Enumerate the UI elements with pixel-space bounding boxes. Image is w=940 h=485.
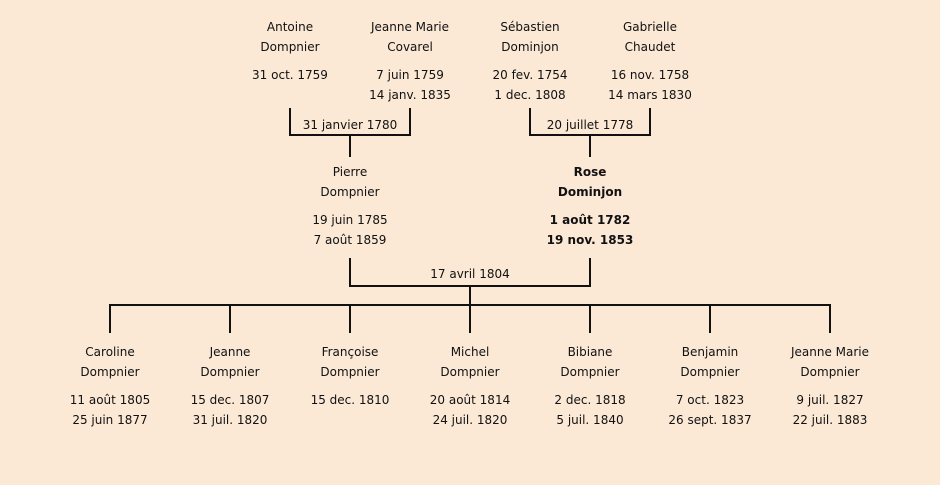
last-name: Dompnier	[320, 185, 380, 199]
death-date: 1 dec. 1808	[494, 88, 566, 102]
person-card[interactable]: Rose Dominjon 1 août 1782 19 nov. 1853	[525, 162, 655, 250]
last-name: Dompnier	[560, 365, 620, 379]
last-name: Dominjon	[557, 185, 623, 199]
first-name: Jeanne	[209, 345, 251, 359]
first-name: Antoine	[266, 20, 314, 34]
spacer	[285, 202, 415, 210]
birth-date: 15 dec. 1810	[310, 393, 390, 407]
last-name: Dompnier	[80, 365, 140, 379]
spacer	[465, 57, 595, 65]
first-name: Pierre	[332, 165, 368, 179]
first-name: Jeanne Marie	[370, 20, 450, 34]
person-card[interactable]: Gabrielle Chaudet 16 nov. 1758 14 mars 1830	[585, 17, 715, 105]
death-date: 19 nov. 1853	[546, 233, 634, 247]
connector-line	[289, 108, 291, 136]
person-card[interactable]: Bibiane Dompnier 2 dec. 1818 5 juil. 1840	[525, 342, 655, 430]
connector-line	[529, 108, 531, 136]
last-name: Dompnier	[260, 40, 320, 54]
first-name: Jeanne Marie	[790, 345, 870, 359]
spacer	[285, 382, 415, 390]
birth-date: 19 juin 1785	[312, 213, 388, 227]
spacer	[225, 57, 355, 65]
death-date: 26 sept. 1837	[668, 413, 752, 427]
first-name: Rose	[573, 165, 607, 179]
death-date	[225, 85, 355, 105]
connector-line	[829, 304, 831, 333]
death-date	[285, 410, 415, 430]
spacer	[405, 382, 535, 390]
birth-date: 31 oct. 1759	[252, 68, 328, 82]
first-name: Françoise	[321, 345, 379, 359]
person-card[interactable]: Jeanne Marie Dompnier 9 juil. 1827 22 juil.…	[765, 342, 895, 430]
last-name: Chaudet	[624, 40, 676, 54]
marriage-date: 17 avril 1804	[430, 267, 510, 281]
birth-date: 2 dec. 1818	[554, 393, 626, 407]
death-date: 24 juil. 1820	[432, 413, 508, 427]
connector-line	[409, 108, 411, 136]
death-date: 14 mars 1830	[608, 88, 692, 102]
marriage-date: 20 juillet 1778	[546, 118, 634, 132]
connector-line	[649, 108, 651, 136]
birth-date: 20 août 1814	[429, 393, 511, 407]
marriage-date: 31 janvier 1780	[302, 118, 398, 132]
last-name: Dompnier	[440, 365, 500, 379]
person-card[interactable]: Benjamin Dompnier 7 oct. 1823 26 sept. 1837	[645, 342, 775, 430]
connector-line	[349, 304, 351, 333]
last-name: Dompnier	[680, 365, 740, 379]
first-name: Sébastien	[500, 20, 560, 34]
person-card[interactable]: Antoine Dompnier 31 oct. 1759	[225, 17, 355, 105]
person-card[interactable]: Jeanne Marie Covarel 7 juin 1759 14 janv. 1…	[345, 17, 475, 105]
connector-line	[349, 134, 351, 157]
person-card[interactable]: Caroline Dompnier 11 août 1805 25 juin 1877	[45, 342, 175, 430]
death-date: 22 juil. 1883	[792, 413, 868, 427]
death-date: 25 juin 1877	[72, 413, 148, 427]
connector-line	[229, 304, 231, 333]
person-card[interactable]: Jeanne Dompnier 15 dec. 1807 31 juil. 1820	[165, 342, 295, 430]
last-name: Dompnier	[800, 365, 860, 379]
first-name: Gabrielle	[623, 20, 677, 34]
connector-line	[589, 304, 591, 333]
birth-date: 9 juil. 1827	[796, 393, 864, 407]
birth-date: 1 août 1782	[549, 213, 631, 227]
birth-date: 7 oct. 1823	[675, 393, 745, 407]
birth-date: 11 août 1805	[69, 393, 151, 407]
spacer	[345, 57, 475, 65]
death-date: 5 juil. 1840	[556, 413, 624, 427]
last-name: Dompnier	[200, 365, 260, 379]
connector-line	[349, 258, 351, 287]
birth-date: 15 dec. 1807	[190, 393, 270, 407]
person-card[interactable]: Françoise Dompnier 15 dec. 1810	[285, 342, 415, 430]
last-name: Dompnier	[320, 365, 380, 379]
connector-line	[589, 134, 591, 157]
last-name: Dominjon	[501, 40, 559, 54]
person-card[interactable]: Pierre Dompnier 19 juin 1785 7 août 1859	[285, 162, 415, 250]
spacer	[45, 382, 175, 390]
connector-line	[469, 304, 471, 333]
connector-line	[469, 285, 471, 306]
person-card[interactable]: Sébastien Dominjon 20 fev. 1754 1 dec. 1808	[465, 17, 595, 105]
birth-date: 20 fev. 1754	[492, 68, 568, 82]
death-date: 7 août 1859	[313, 233, 387, 247]
spacer	[585, 57, 715, 65]
person-card[interactable]: Michel Dompnier 20 août 1814 24 juil. 1820	[405, 342, 535, 430]
spacer	[525, 202, 655, 210]
death-date: 31 juil. 1820	[192, 413, 268, 427]
spacer	[165, 382, 295, 390]
connector-line	[109, 304, 111, 333]
connector-line	[589, 258, 591, 287]
first-name: Michel	[450, 345, 490, 359]
spacer	[645, 382, 775, 390]
first-name: Bibiane	[567, 345, 613, 359]
spacer	[525, 382, 655, 390]
first-name: Caroline	[85, 345, 135, 359]
birth-date: 7 juin 1759	[376, 68, 444, 82]
birth-date: 16 nov. 1758	[610, 68, 690, 82]
last-name: Covarel	[387, 40, 433, 54]
spacer	[765, 382, 895, 390]
death-date: 14 janv. 1835	[369, 88, 451, 102]
first-name: Benjamin	[681, 345, 739, 359]
connector-line	[709, 304, 711, 333]
